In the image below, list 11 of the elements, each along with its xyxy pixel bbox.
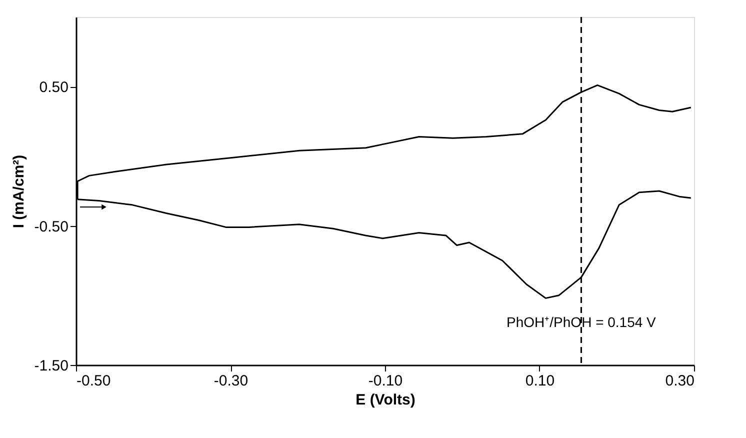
x-tick-label: -0.10 bbox=[368, 372, 403, 390]
x-tick-label: 0.10 bbox=[525, 372, 555, 390]
ref-line-label: PhOH⁺/PhOH = 0.154 V bbox=[506, 314, 657, 330]
x-axis-title: E (Volts) bbox=[356, 392, 416, 408]
y-tick-label: 0.50 bbox=[39, 79, 68, 96]
x-tick-label: -0.30 bbox=[214, 372, 248, 390]
x-tick-label: -0.50 bbox=[76, 372, 111, 390]
y-axis-title: I (mA/cm²) bbox=[10, 154, 28, 228]
y-tick-label: -0.50 bbox=[34, 218, 68, 236]
y-tick-label: -1.50 bbox=[34, 358, 68, 374]
x-tick-label: 0.30 bbox=[665, 372, 694, 390]
